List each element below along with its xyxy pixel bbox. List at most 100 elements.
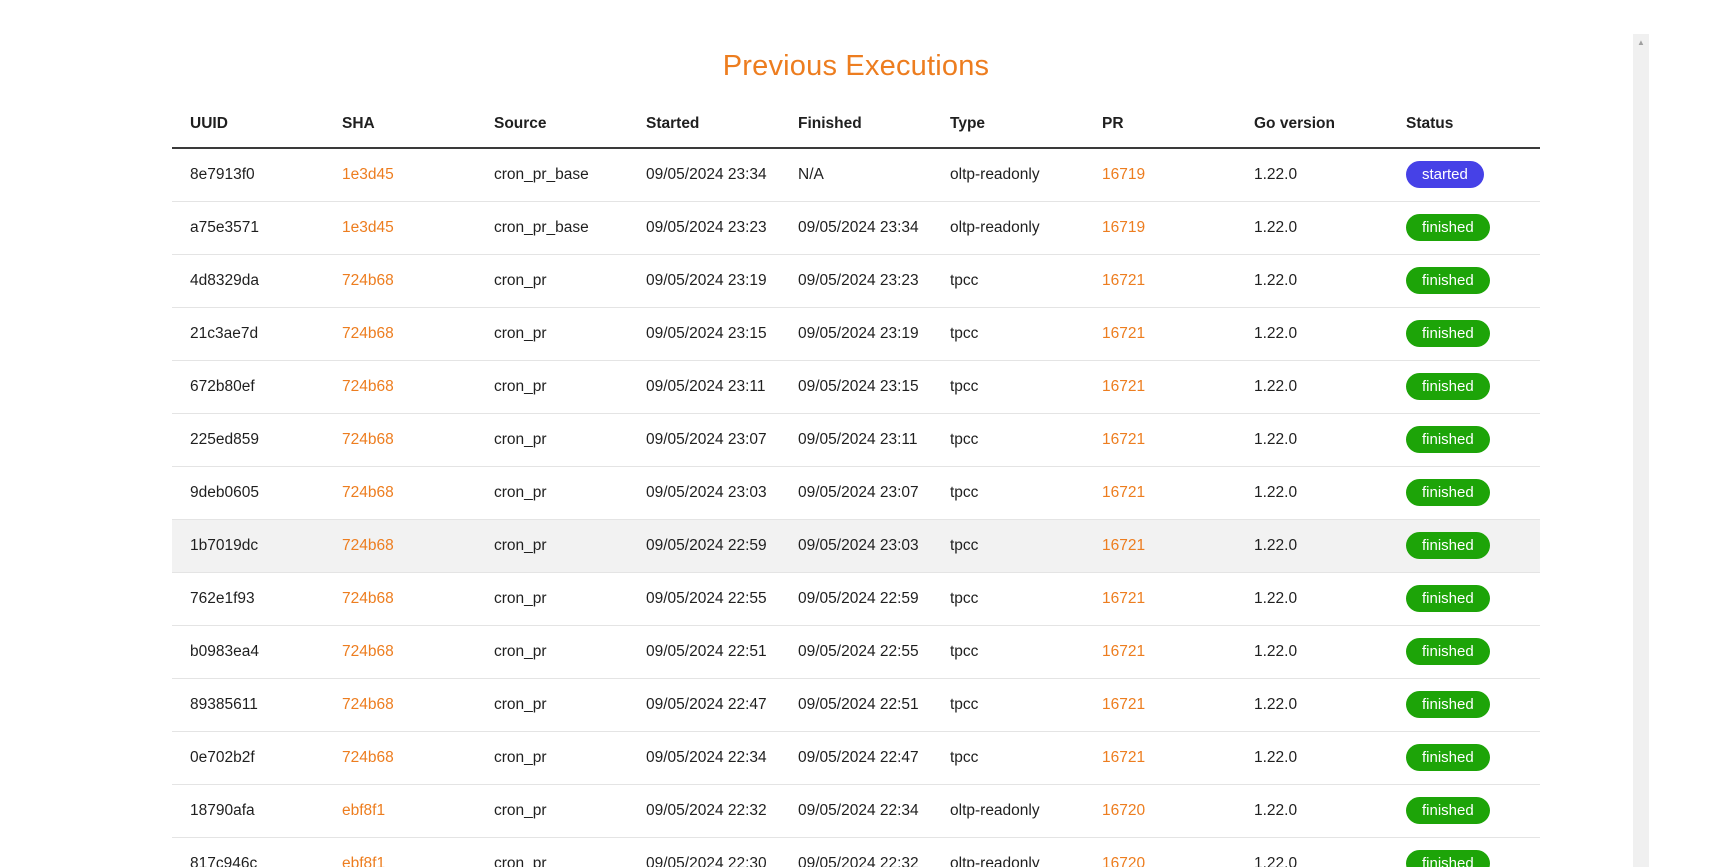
type-cell: tpcc [932, 360, 1084, 414]
pr-link[interactable]: 16720 [1102, 854, 1146, 867]
status-badge: finished [1406, 797, 1490, 824]
started-cell: 09/05/2024 23:23 [628, 201, 780, 255]
status-badge: finished [1406, 638, 1490, 665]
sha-link[interactable]: 1e3d45 [342, 218, 394, 236]
sha-link[interactable]: 724b68 [342, 483, 394, 501]
finished-cell: N/A [780, 148, 932, 202]
column-header-source: Source [476, 100, 628, 149]
sha-link[interactable]: 1e3d45 [342, 165, 394, 183]
source-cell: cron_pr [476, 466, 628, 520]
pr-link[interactable]: 16721 [1102, 695, 1146, 713]
pr-link[interactable]: 16719 [1102, 218, 1146, 236]
type-cell: tpcc [932, 466, 1084, 520]
table-row: 1b7019dc 724b68 cron_pr 09/05/2024 22:59 09/… [172, 519, 1540, 573]
table-row: 8e7913f0 1e3d45 cron_pr_base 09/05/2024 23:… [172, 148, 1540, 202]
table-row: b0983ea4 724b68 cron_pr 09/05/2024 22:51 09/… [172, 625, 1540, 679]
uuid-cell: 225ed859 [172, 413, 324, 467]
finished-cell: 09/05/2024 22:34 [780, 784, 932, 838]
sha-link[interactable]: 724b68 [342, 589, 394, 607]
finished-cell: 09/05/2024 23:23 [780, 254, 932, 308]
go-version-cell: 1.22.0 [1236, 360, 1388, 414]
column-header-finished: Finished [780, 100, 932, 149]
pr-link[interactable]: 16721 [1102, 483, 1146, 501]
started-cell: 09/05/2024 22:32 [628, 784, 780, 838]
go-version-cell: 1.22.0 [1236, 148, 1388, 202]
sha-link[interactable]: 724b68 [342, 536, 394, 554]
uuid-cell: a75e3571 [172, 201, 324, 255]
go-version-cell: 1.22.0 [1236, 572, 1388, 626]
go-version-cell: 1.22.0 [1236, 784, 1388, 838]
table-row: 4d8329da 724b68 cron_pr 09/05/2024 23:19 09/… [172, 254, 1540, 308]
pr-link[interactable]: 16721 [1102, 642, 1146, 660]
uuid-cell: 21c3ae7d [172, 307, 324, 361]
status-badge: finished [1406, 373, 1490, 400]
table-row: a75e3571 1e3d45 cron_pr_base 09/05/2024 23:… [172, 201, 1540, 255]
started-cell: 09/05/2024 22:59 [628, 519, 780, 573]
pr-link[interactable]: 16721 [1102, 324, 1146, 342]
type-cell: oltp-readonly [932, 837, 1084, 867]
sha-link[interactable]: 724b68 [342, 695, 394, 713]
type-cell: tpcc [932, 731, 1084, 785]
vertical-scrollbar[interactable]: ▲ [1633, 34, 1649, 867]
uuid-cell: 9deb0605 [172, 466, 324, 520]
source-cell: cron_pr_base [476, 148, 628, 202]
type-cell: tpcc [932, 254, 1084, 308]
pr-link[interactable]: 16721 [1102, 271, 1146, 289]
started-cell: 09/05/2024 23:11 [628, 360, 780, 414]
uuid-cell: 4d8329da [172, 254, 324, 308]
started-cell: 09/05/2024 22:55 [628, 572, 780, 626]
started-cell: 09/05/2024 22:47 [628, 678, 780, 732]
column-header-sha: SHA [324, 100, 476, 149]
column-header-status: Status [1388, 100, 1540, 149]
scrollbar-up-arrow-icon[interactable]: ▲ [1637, 37, 1645, 47]
pr-link[interactable]: 16721 [1102, 589, 1146, 607]
pr-link[interactable]: 16721 [1102, 536, 1146, 554]
type-cell: tpcc [932, 519, 1084, 573]
go-version-cell: 1.22.0 [1236, 625, 1388, 679]
finished-cell: 09/05/2024 22:47 [780, 731, 932, 785]
pr-link[interactable]: 16721 [1102, 377, 1146, 395]
status-badge: started [1406, 161, 1484, 189]
sha-link[interactable]: 724b68 [342, 271, 394, 289]
column-header-started: Started [628, 100, 780, 149]
sha-link[interactable]: 724b68 [342, 430, 394, 448]
uuid-cell: 8e7913f0 [172, 148, 324, 202]
table-row: 9deb0605 724b68 cron_pr 09/05/2024 23:03 09/… [172, 466, 1540, 520]
sha-link[interactable]: ebf8f1 [342, 854, 386, 867]
status-badge: finished [1406, 426, 1490, 453]
started-cell: 09/05/2024 23:15 [628, 307, 780, 361]
type-cell: tpcc [932, 572, 1084, 626]
finished-cell: 09/05/2024 23:34 [780, 201, 932, 255]
type-cell: oltp-readonly [932, 201, 1084, 255]
started-cell: 09/05/2024 23:03 [628, 466, 780, 520]
table-row: 0e702b2f 724b68 cron_pr 09/05/2024 22:34 09/… [172, 731, 1540, 785]
finished-cell: 09/05/2024 23:11 [780, 413, 932, 467]
go-version-cell: 1.22.0 [1236, 731, 1388, 785]
status-badge: finished [1406, 267, 1490, 294]
executions-table: UUID SHA Source Started Finished Type PR Go ver… [172, 100, 1540, 867]
sha-link[interactable]: 724b68 [342, 377, 394, 395]
source-cell: cron_pr_base [476, 201, 628, 255]
finished-cell: 09/05/2024 23:19 [780, 307, 932, 361]
started-cell: 09/05/2024 22:30 [628, 837, 780, 867]
table-row: 225ed859 724b68 cron_pr 09/05/2024 23:07 09/… [172, 413, 1540, 467]
sha-link[interactable]: 724b68 [342, 642, 394, 660]
finished-cell: 09/05/2024 23:07 [780, 466, 932, 520]
finished-cell: 09/05/2024 22:51 [780, 678, 932, 732]
page-title: Previous Executions [722, 50, 990, 82]
source-cell: cron_pr [476, 837, 628, 867]
sha-link[interactable]: 724b68 [342, 324, 394, 342]
source-cell: cron_pr [476, 731, 628, 785]
pr-link[interactable]: 16721 [1102, 430, 1146, 448]
uuid-cell: 762e1f93 [172, 572, 324, 626]
pr-link[interactable]: 16721 [1102, 748, 1146, 766]
pr-link[interactable]: 16719 [1102, 165, 1146, 183]
go-version-cell: 1.22.0 [1236, 678, 1388, 732]
pr-link[interactable]: 16720 [1102, 801, 1146, 819]
sha-link[interactable]: ebf8f1 [342, 801, 386, 819]
source-cell: cron_pr [476, 572, 628, 626]
source-cell: cron_pr [476, 360, 628, 414]
sha-link[interactable]: 724b68 [342, 748, 394, 766]
type-cell: tpcc [932, 413, 1084, 467]
status-badge: finished [1406, 214, 1490, 241]
